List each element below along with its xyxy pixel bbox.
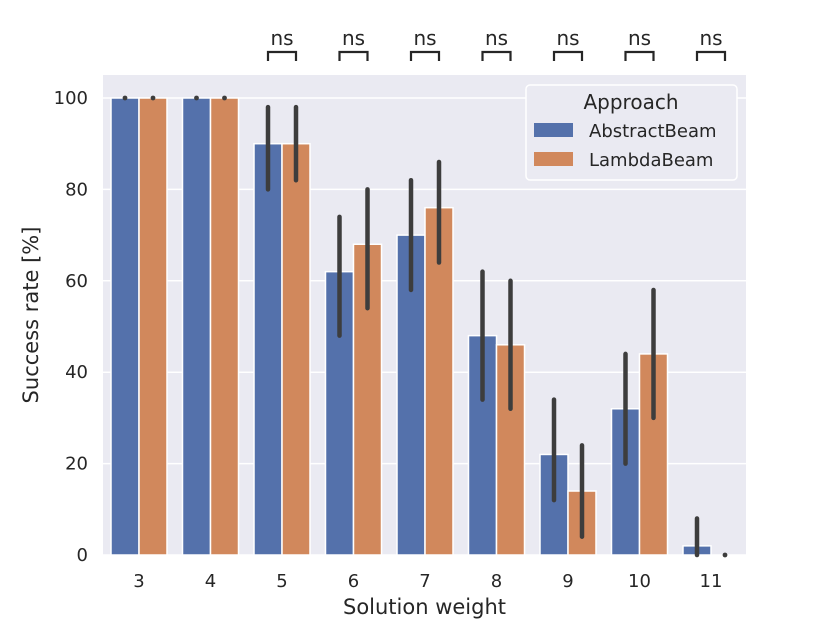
- significance-annotations: ns ns ns ns ns ns ns: [266, 26, 727, 61]
- bar-abstractbeam: [110, 97, 140, 556]
- legend-label-abstractbeam: AbstractBeam: [589, 121, 717, 142]
- significance-bracket: [338, 50, 369, 61]
- bar-lambdabeam: [138, 97, 168, 556]
- error-bar-abstractbeam: [194, 95, 199, 101]
- bars: [110, 97, 712, 556]
- x-tick-label: 7: [419, 571, 430, 592]
- x-tick-label: 11: [700, 571, 723, 592]
- legend-swatch-abstractbeam: [534, 123, 573, 137]
- y-tick-label: 0: [77, 545, 88, 566]
- x-axis-ticks: 3 4 5 6 7 8 9 10 11: [133, 571, 722, 592]
- significance-bracket: [624, 50, 655, 61]
- significance-label: ns: [556, 26, 579, 50]
- error-bar-lambdabeam: [150, 95, 156, 101]
- y-tick-label: 80: [65, 179, 88, 200]
- y-axis-ticks: 0 20 40 60 80 100: [54, 88, 88, 566]
- error-bar-abstractbeam: [122, 95, 128, 101]
- bar-lambdabeam: [281, 142, 311, 556]
- bar-lambdabeam: [209, 97, 240, 556]
- error-bars: [122, 95, 728, 558]
- bar-abstractbeam: [467, 334, 498, 556]
- legend-swatch-lambdabeam: [534, 152, 573, 166]
- bar-abstractbeam: [253, 142, 283, 556]
- legend: Approach AbstractBeam LambdaBeam: [525, 84, 738, 181]
- error-bar-lambdabeam: [222, 95, 227, 101]
- y-axis-label: Success rate [%]: [19, 227, 43, 404]
- x-tick-label: 4: [205, 571, 216, 592]
- legend-label-lambdabeam: LambdaBeam: [589, 150, 713, 171]
- x-tick-label: 3: [133, 571, 144, 592]
- y-tick-label: 20: [65, 454, 88, 475]
- y-tick-label: 100: [54, 88, 88, 109]
- y-tick-label: 40: [65, 362, 88, 383]
- significance-label: ns: [413, 26, 436, 50]
- significance-label: ns: [699, 26, 722, 50]
- x-tick-label: 10: [628, 571, 651, 592]
- significance-bracket: [266, 50, 298, 61]
- significance-label: ns: [342, 26, 365, 50]
- x-tick-label: 8: [491, 571, 502, 592]
- significance-label: ns: [270, 26, 293, 50]
- legend-title: Approach: [583, 90, 678, 114]
- bar-lambdabeam: [424, 206, 454, 556]
- legend-box: [525, 84, 738, 181]
- significance-label: ns: [485, 26, 508, 50]
- significance-bracket: [481, 50, 512, 61]
- y-tick-label: 60: [65, 271, 88, 292]
- significance-bracket: [409, 50, 441, 61]
- x-axis-label: Solution weight: [343, 595, 506, 619]
- error-bar-lambdabeam: [722, 552, 728, 558]
- x-tick-label: 9: [562, 571, 573, 592]
- x-tick-label: 6: [348, 571, 359, 592]
- significance-label: ns: [628, 26, 651, 50]
- significance-bracket: [552, 50, 584, 61]
- significance-bracket: [695, 50, 727, 61]
- x-tick-label: 5: [276, 571, 287, 592]
- bar-abstractbeam: [181, 97, 212, 556]
